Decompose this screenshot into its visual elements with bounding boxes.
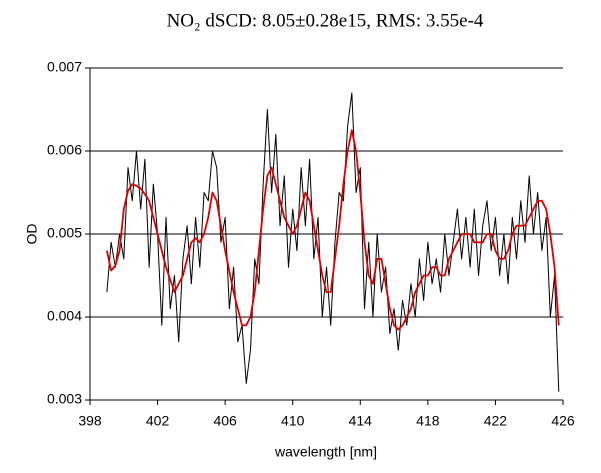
chart-title: NO₂ dSCD: 8.05±0.28e15, RMS: 3.55e-4 — [167, 10, 484, 31]
x-tick-label: 414 — [349, 413, 373, 429]
x-axis-label: wavelength [nm] — [274, 444, 377, 460]
y-tick-label: 0.006 — [47, 142, 82, 158]
data-line — [106, 92, 560, 392]
y-tick-label: 0.003 — [47, 391, 82, 407]
y-axis-label: OD — [24, 224, 40, 245]
x-tick-label: 418 — [416, 413, 440, 429]
x-tick-label: 426 — [551, 413, 575, 429]
x-tick-label: 402 — [146, 413, 170, 429]
x-tick-label: 410 — [281, 413, 305, 429]
x-tick-label: 398 — [78, 413, 102, 429]
y-tick-label: 0.005 — [47, 225, 82, 241]
data-line — [106, 129, 560, 331]
x-tick-label: 406 — [213, 413, 237, 429]
y-tick-label: 0.004 — [47, 308, 82, 324]
y-tick-label: 0.007 — [47, 59, 82, 75]
x-tick-label: 422 — [484, 413, 508, 429]
